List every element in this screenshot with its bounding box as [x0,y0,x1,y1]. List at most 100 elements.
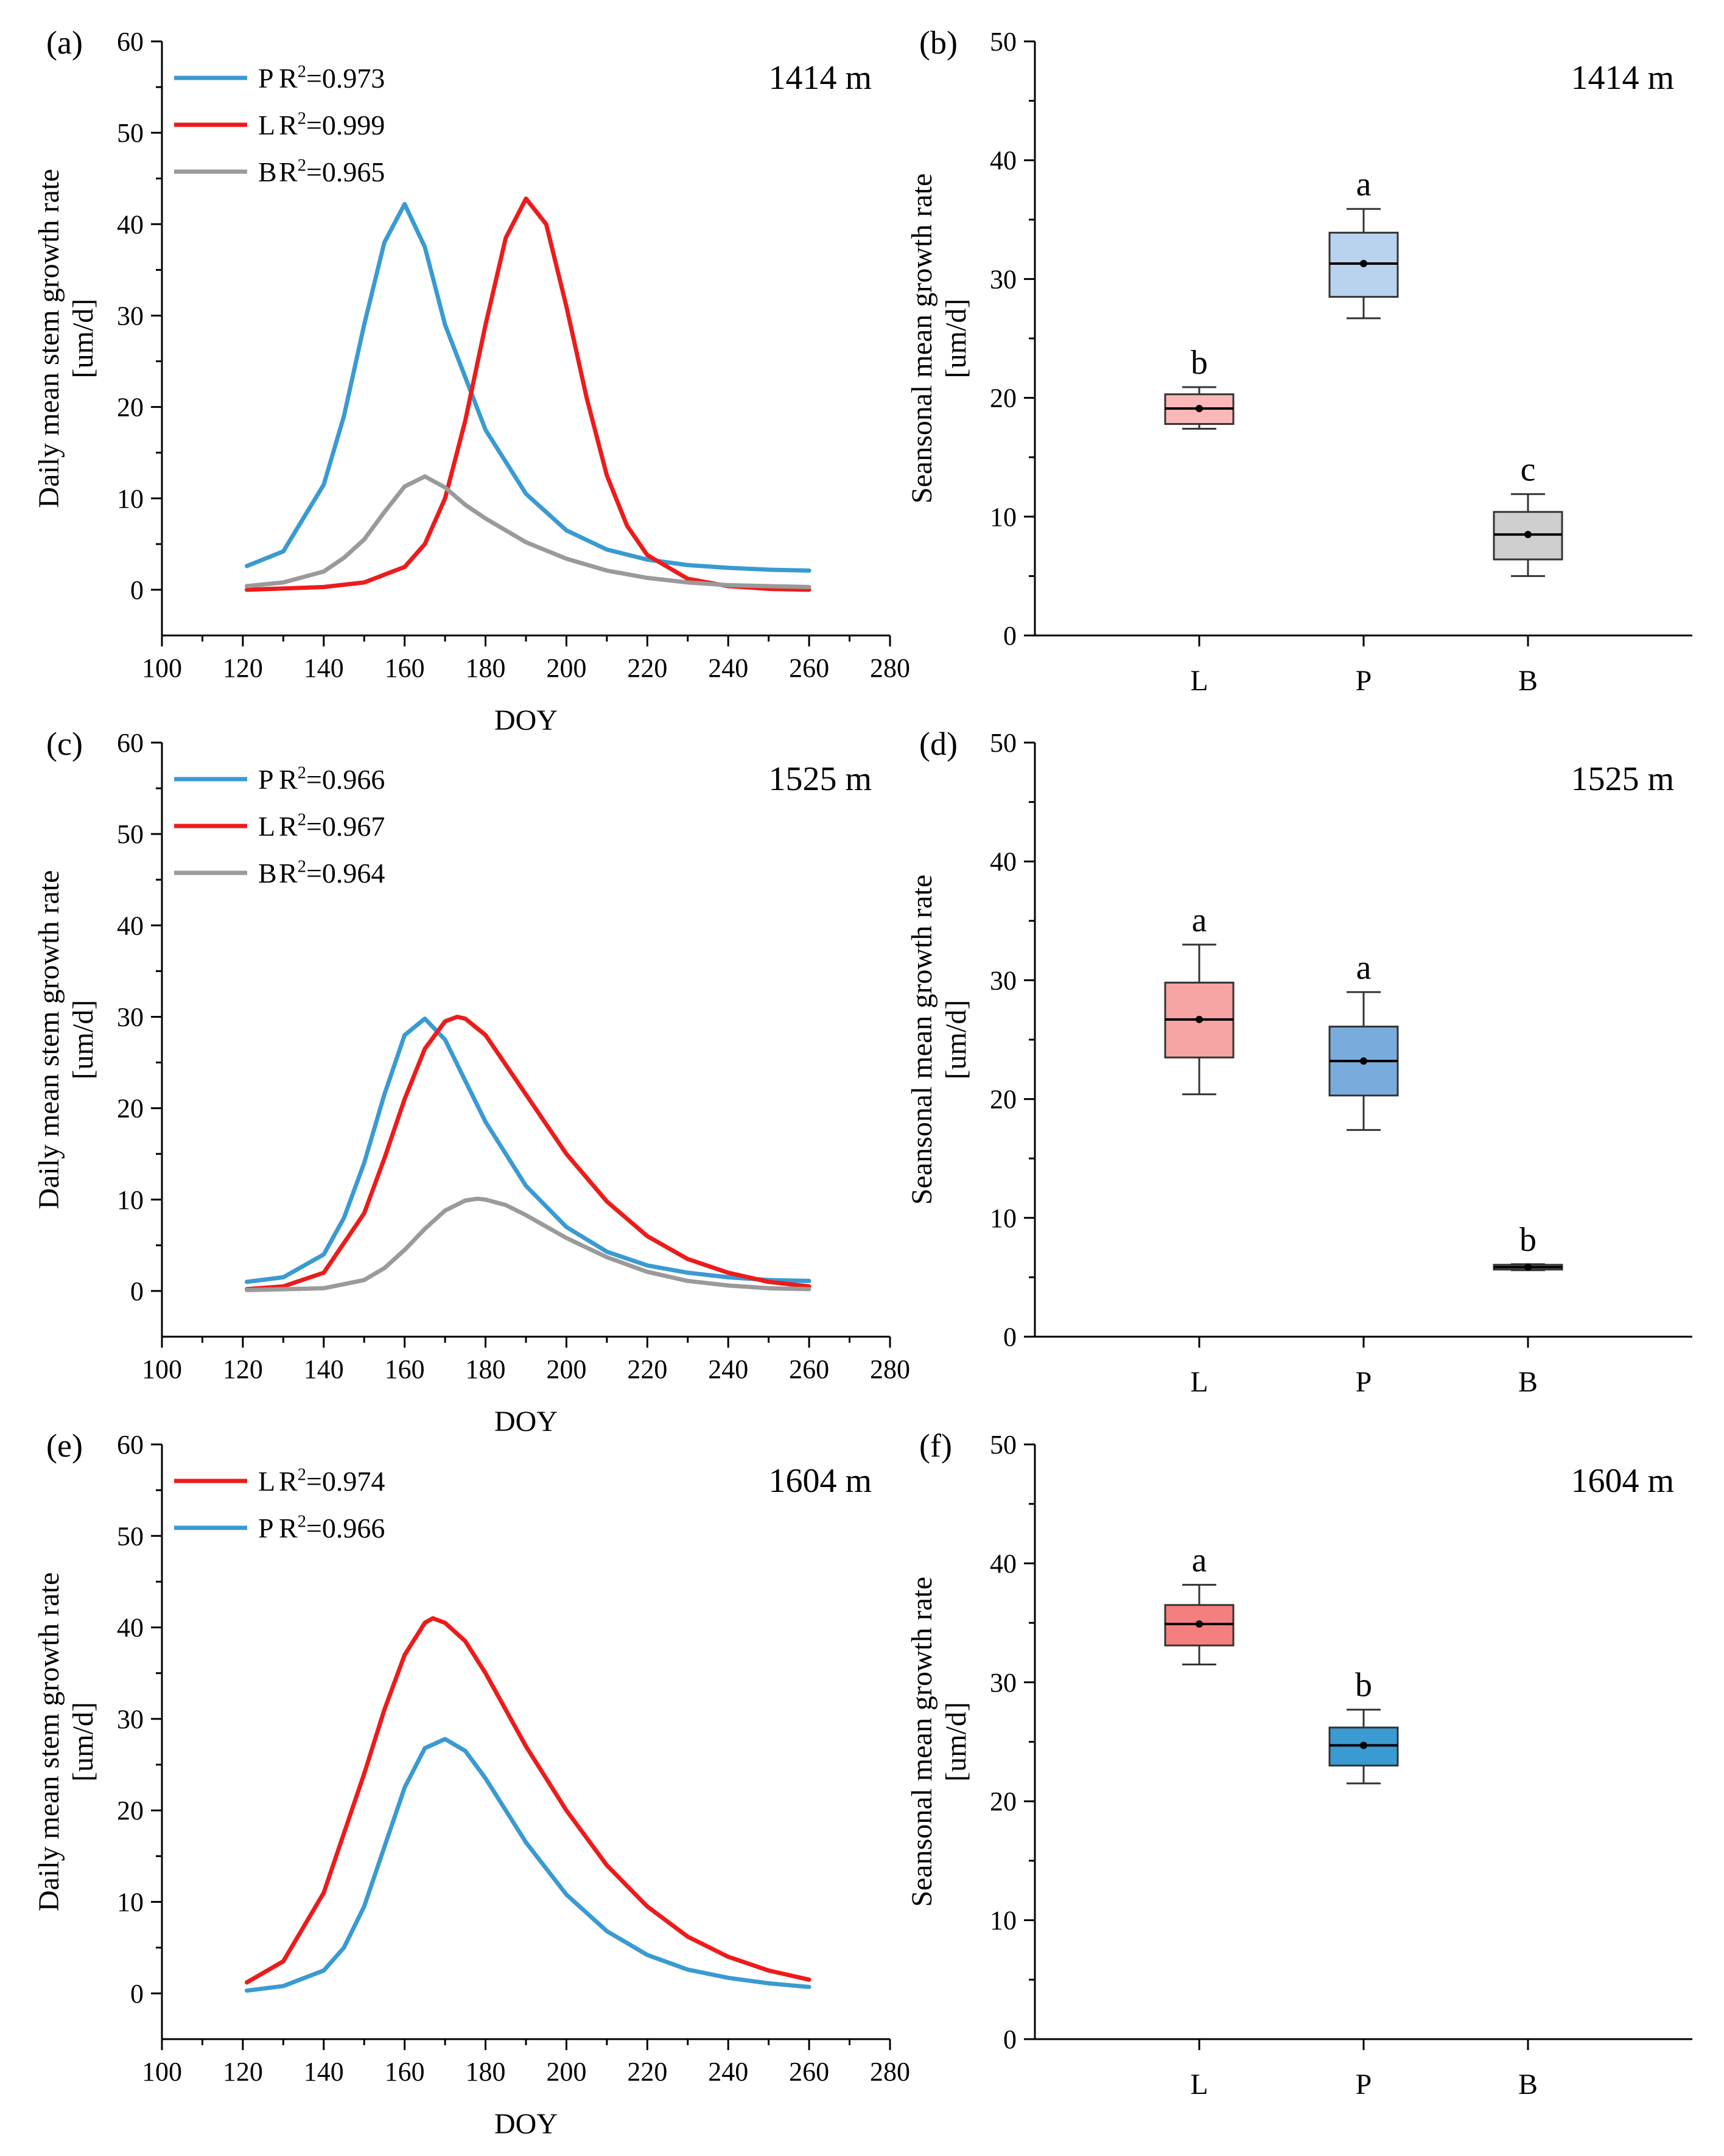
x-category-label: B [1518,665,1538,697]
y-axis-unit: [um/d] [67,299,99,379]
panel-e: (e) 1604 m Daily mean stem growth rate [um/… [33,1427,910,2140]
series-line-L [245,1015,811,1292]
x-tick-label: 100 [142,2057,182,2087]
y-axis-title: Daily mean stem growth rate [33,169,65,508]
x-tick-label: 220 [627,1354,667,1384]
y-tick-label: 10 [990,1203,1017,1233]
x-category-label: L [1190,665,1208,697]
legend-r2-L: R2=0.974 [279,1466,385,1497]
x-tick-label: 180 [466,1354,506,1384]
axis-frame [1034,743,1692,1338]
x-axis-title: DOY [494,2108,558,2140]
y-axis-title: Daily mean stem growth rate [33,870,65,1209]
legend-label-B: B [258,156,277,187]
series-line-L [245,196,811,592]
x-tick-label: 200 [546,2057,586,2087]
mean-point [1196,1620,1203,1628]
panel-a: (a) 1414 m Daily mean stem growth rate [um/… [33,24,910,737]
x-tick-label: 200 [546,1354,586,1384]
x-tick-label: 220 [627,2057,667,2087]
series-line-P [245,201,811,573]
mean-point [1196,1015,1203,1023]
x-category-label: L [1190,1366,1208,1398]
y-tick-label: 60 [117,1430,144,1460]
significance-letter: a [1356,949,1372,987]
legend-r2-P: R2=0.966 [279,1513,385,1544]
y-axis-title: Seansonal mean growth rate [906,875,938,1205]
x-tick-label: 240 [708,653,748,683]
y-tick-label: 20 [117,1796,144,1825]
y-axis-title: Seansonal mean growth rate [906,1577,938,1906]
y-tick-label: 30 [990,264,1017,294]
mean-point [1524,1263,1532,1271]
significance-letter: b [1519,1221,1537,1259]
site-label: 1525 m [1571,760,1674,798]
x-category-label: L [1190,2068,1208,2101]
y-tick-label: 50 [117,819,144,849]
series-line-L [245,1616,811,1985]
x-tick-label: 100 [142,1354,182,1384]
x-tick-label: 160 [385,653,425,683]
y-tick-label: 40 [117,209,144,239]
significance-letter: a [1356,166,1372,203]
mean-point [1360,1057,1367,1065]
x-tick-label: 160 [385,1354,425,1384]
y-tick-label: 30 [117,1704,144,1734]
site-label: 1414 m [768,59,872,97]
series-line-B [245,474,811,589]
series-line-P [245,1017,811,1284]
x-tick-label: 180 [466,2057,506,2087]
axis-frame [1034,1444,1692,2040]
x-tick-label: 280 [870,653,910,683]
legend-label-P: P [258,764,274,795]
y-tick-label: 0 [130,1979,144,2009]
y-tick-label: 10 [990,502,1017,532]
y-tick-label: 40 [990,1549,1017,1578]
y-tick-label: 0 [1003,621,1017,651]
y-tick-label: 10 [990,1906,1017,1936]
axis-frame [161,743,890,1338]
y-tick-label: 20 [117,1094,144,1124]
y-tick-label: 50 [990,728,1017,758]
y-tick-label: 50 [990,1430,1017,1460]
y-tick-label: 20 [990,1787,1017,1816]
y-tick-label: 0 [1003,2025,1017,2054]
y-tick-label: 20 [990,383,1017,413]
mean-point [1360,1741,1367,1749]
y-axis-unit: [um/d] [940,1702,972,1782]
y-tick-label: 0 [130,1276,144,1306]
y-tick-label: 50 [117,118,144,148]
panel-label: (b) [919,24,958,61]
axis-frame [161,41,890,637]
series-line-P [245,1737,811,1993]
y-tick-label: 10 [117,1185,144,1215]
legend-label-L: L [258,110,275,141]
site-label: 1604 m [768,1462,872,1500]
x-tick-label: 120 [223,653,263,683]
x-tick-label: 280 [870,2057,910,2087]
y-tick-label: 20 [990,1085,1017,1115]
significance-letter: a [1192,901,1207,939]
panel-label: (d) [919,726,958,762]
site-label: 1604 m [1571,1462,1674,1500]
y-tick-label: 60 [117,728,144,758]
panel-label: (a) [46,24,83,61]
axis-frame [1034,41,1692,637]
x-category-label: P [1356,2068,1372,2101]
legend-label-L: L [258,1466,275,1497]
legend-r2-P: R2=0.966 [279,764,385,795]
x-tick-label: 180 [466,653,506,683]
significance-letter: a [1192,1542,1207,1580]
x-tick-label: 280 [870,1354,910,1384]
x-category-label: B [1518,2068,1538,2101]
x-tick-label: 260 [789,2057,829,2087]
y-axis-unit: [um/d] [67,1000,99,1080]
y-tick-label: 50 [990,27,1017,57]
x-category-label: P [1356,1366,1372,1398]
legend-label-B: B [258,858,277,889]
x-tick-label: 120 [223,2057,263,2087]
legend-label-L: L [258,811,275,842]
y-tick-label: 30 [990,1668,1017,1698]
x-tick-label: 160 [385,2057,425,2087]
